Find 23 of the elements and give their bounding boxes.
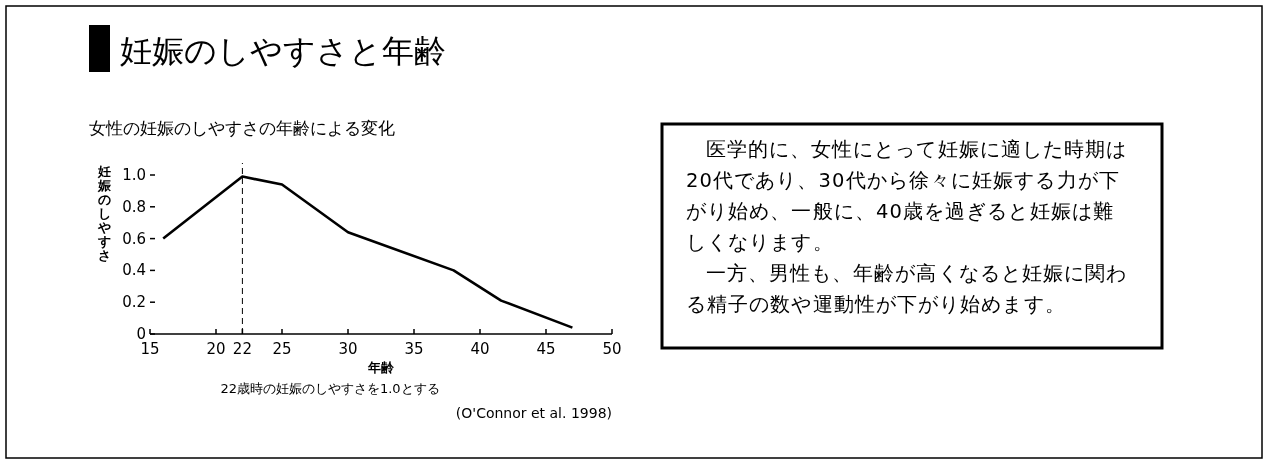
x-tick-label: 50: [602, 340, 622, 358]
chart-title: 妊娠のしやすさと年齢: [120, 32, 446, 70]
y-tick-label: 0: [136, 325, 146, 343]
y-tick-label: 0.4: [122, 261, 146, 280]
x-axis-title: 年齢: [367, 360, 395, 375]
x-tick-label: 35: [404, 340, 424, 358]
text: 医学的に、女性にとって妊娠に適した時期は20代であり、30代から徐々に妊娠する力が下がり始め、一般に、40歳を過ぎると妊娠は難しくなります。: [686, 138, 1128, 254]
x-tick-label: 25: [272, 340, 292, 358]
y-tick-label: 0.6: [122, 229, 146, 248]
x-tick-label: 20: [206, 340, 226, 358]
y-tick-label: 0.8: [122, 197, 146, 216]
x-tick-label: 45: [536, 340, 556, 358]
x-tick-label: 22: [232, 340, 252, 358]
y-tick-label: 0.2: [122, 293, 146, 312]
text: 一方、男性も、年齢が高くなると妊娠に関わる精子の数や運動性が下がり始めます。: [686, 262, 1128, 316]
y-axis-title: 妊娠のしやすさ: [96, 164, 112, 263]
y-tick-label: 1.0: [122, 166, 146, 184]
text: 22歳時の妊娠のしやすさを1.0とする: [220, 381, 440, 396]
chart-subtitle: 女性の妊娠のしやすさの年齢による変化: [89, 118, 395, 138]
x-tick-label: 15: [140, 340, 160, 358]
x-tick-label: 30: [338, 340, 358, 358]
text: (O'Connor et al. 1998): [455, 405, 612, 421]
x-tick-label: 40: [470, 340, 490, 358]
